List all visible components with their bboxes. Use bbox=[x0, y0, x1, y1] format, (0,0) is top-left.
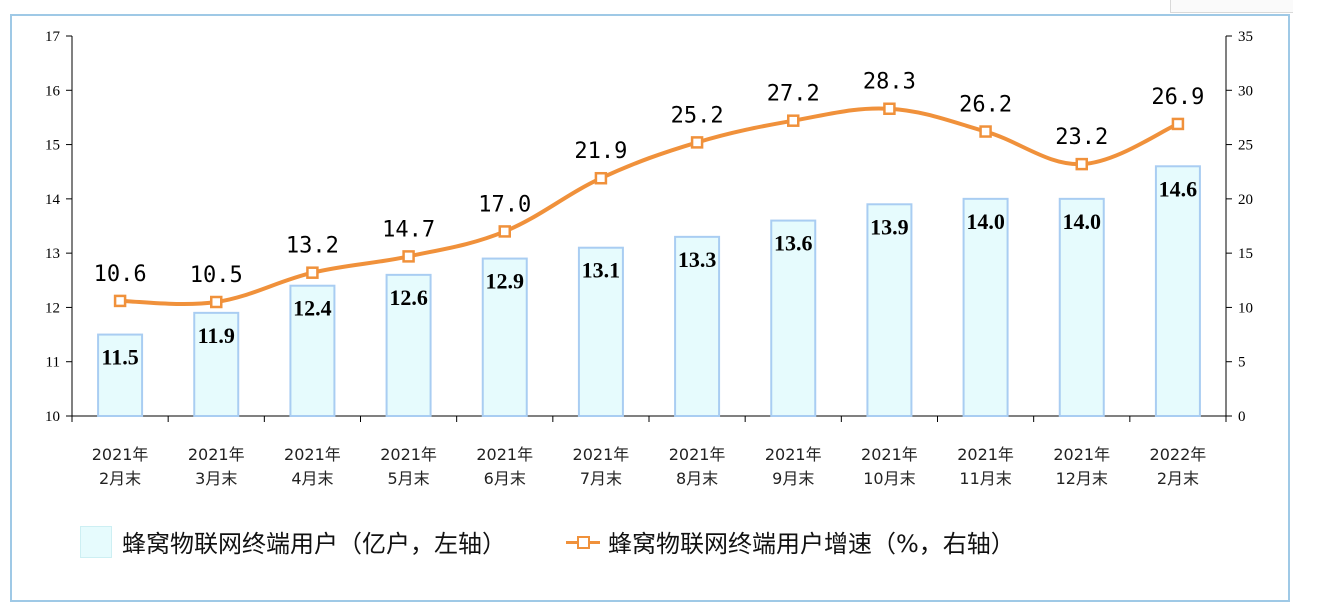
bar-value-label: 13.1 bbox=[582, 258, 621, 283]
right-y-tick-label: 25 bbox=[1238, 138, 1253, 154]
bar bbox=[1058, 197, 1105, 417]
x-category-label: 2021年 7月末 bbox=[573, 445, 630, 488]
right-y-tick-label: 10 bbox=[1238, 300, 1253, 316]
bar-value-label: 14.0 bbox=[966, 209, 1005, 234]
line-value-label: 10.6 bbox=[94, 262, 147, 287]
x-category-label: 2021年 10月末 bbox=[861, 445, 918, 488]
right-y-tick-label: 20 bbox=[1238, 192, 1253, 208]
right-y-tick-label: 30 bbox=[1238, 83, 1253, 99]
line-point-marker bbox=[1171, 117, 1185, 131]
bar bbox=[674, 235, 721, 417]
legend-line-swatch bbox=[566, 527, 600, 557]
left-y-tick-label: 15 bbox=[45, 138, 60, 154]
bar bbox=[193, 311, 240, 418]
left-y-tick-label: 11 bbox=[46, 355, 60, 371]
legend-bar-label: 蜂窝物联网终端用户（亿户，左轴） bbox=[122, 530, 506, 558]
x-category-label: 2021年 3月末 bbox=[188, 445, 245, 488]
bar bbox=[577, 246, 624, 417]
bar bbox=[97, 333, 144, 418]
line-value-label: 10.5 bbox=[190, 263, 243, 288]
left-y-tick-label: 16 bbox=[45, 83, 61, 99]
line-point-marker bbox=[402, 250, 415, 263]
left-y-tick-label: 17 bbox=[45, 29, 61, 45]
window-corner-tab bbox=[1170, 0, 1293, 13]
right-y-tick-label: 35 bbox=[1238, 29, 1253, 45]
legend-line-label: 蜂窝物联网终端用户增速（%，右轴） bbox=[608, 530, 1015, 558]
legend: 蜂窝物联网终端用户（亿户，左轴） 蜂窝物联网终端用户增速（%，右轴） bbox=[80, 524, 1015, 559]
x-category-label: 2021年 11月末 bbox=[957, 445, 1014, 488]
line-value-label: 27.2 bbox=[767, 82, 820, 107]
left-y-tick-label: 13 bbox=[45, 246, 60, 262]
line-value-label: 26.9 bbox=[1151, 85, 1204, 110]
bar-value-label: 11.9 bbox=[198, 323, 235, 348]
x-category-label: 2022年 2月末 bbox=[1150, 445, 1207, 488]
bar-value-label: 13.6 bbox=[774, 231, 813, 256]
bar-value-label: 14.6 bbox=[1159, 176, 1198, 201]
bar bbox=[481, 257, 528, 418]
line-value-label: 14.7 bbox=[382, 217, 435, 242]
bar-value-label: 12.9 bbox=[486, 269, 525, 294]
growth-line bbox=[120, 106, 1179, 307]
left-y-tick-label: 12 bbox=[45, 300, 60, 316]
axes: 10 11 12 13 14 15 16 17 0 5 10 15 20 25 30 35 2021年 2月末 20… bbox=[45, 29, 1253, 488]
line-point-marker bbox=[979, 125, 992, 138]
x-category-label: 2021年 12月末 bbox=[1053, 445, 1110, 488]
bar bbox=[866, 203, 913, 417]
line-point-marker bbox=[1075, 157, 1088, 171]
x-category-label: 2021年 9月末 bbox=[765, 445, 822, 488]
line-point-marker bbox=[883, 102, 896, 115]
line-point-marker bbox=[113, 294, 127, 308]
line-point-marker bbox=[498, 225, 511, 238]
line-value-label: 28.3 bbox=[863, 70, 916, 95]
x-category-label: 2021年 6月末 bbox=[476, 445, 533, 488]
line-value-label: 26.2 bbox=[959, 93, 1012, 118]
x-category-label: 2021年 2月末 bbox=[92, 445, 149, 488]
bar bbox=[1154, 165, 1201, 417]
bar-value-label: 12.6 bbox=[389, 285, 428, 310]
line-value-label: 17.0 bbox=[478, 192, 531, 217]
line-point-marker bbox=[690, 136, 704, 149]
bar bbox=[289, 284, 336, 418]
right-y-tick-label: 15 bbox=[1238, 246, 1253, 262]
bar-value-label: 14.0 bbox=[1063, 209, 1102, 234]
bar-value-label: 11.5 bbox=[101, 345, 138, 370]
line-series bbox=[113, 102, 1185, 309]
line-point-marker bbox=[787, 114, 800, 127]
legend-bar-swatch bbox=[80, 525, 112, 558]
line-value-label: 25.2 bbox=[671, 103, 724, 128]
line-value-label: 21.9 bbox=[574, 139, 627, 164]
right-y-tick-label: 0 bbox=[1238, 409, 1246, 425]
x-category-label: 2021年 8月末 bbox=[669, 445, 726, 488]
line-point-marker bbox=[210, 295, 223, 309]
bar bbox=[385, 273, 432, 417]
left-y-tick-label: 14 bbox=[45, 192, 61, 208]
bar-value-label: 13.9 bbox=[870, 214, 909, 239]
line-value-label: 13.2 bbox=[286, 234, 339, 259]
x-category-label: 2021年 4月末 bbox=[284, 445, 341, 488]
bar bbox=[962, 197, 1009, 417]
bar-value-label: 12.4 bbox=[293, 296, 332, 321]
data-labels: 11.5 11.9 12.4 12.6 12.9 13.1 13.3 13.6 13.9 14.0… bbox=[94, 70, 1205, 370]
left-y-tick-label: 10 bbox=[45, 409, 60, 425]
bar-value-label: 13.3 bbox=[678, 247, 717, 272]
bar bbox=[770, 219, 817, 417]
x-category-label: 2021年 5月末 bbox=[380, 445, 437, 488]
bar-series bbox=[97, 165, 1201, 418]
line-point-marker bbox=[594, 171, 608, 185]
line-value-label: 23.2 bbox=[1055, 125, 1108, 150]
line-point-marker bbox=[306, 266, 319, 279]
right-y-tick-label: 5 bbox=[1238, 355, 1246, 371]
